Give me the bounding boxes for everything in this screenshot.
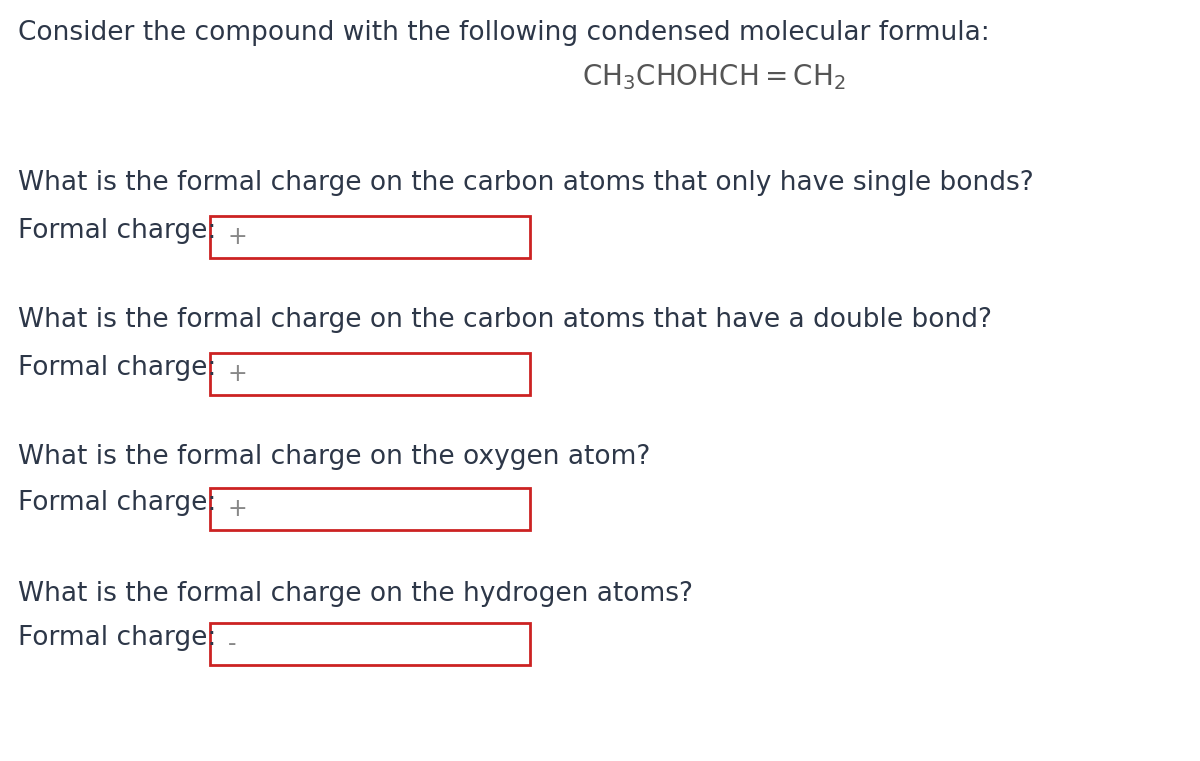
Text: CH$_3$CHOHCH$\mathregular{=}$CH$_2$: CH$_3$CHOHCH$\mathregular{=}$CH$_2$	[582, 62, 846, 92]
Text: +: +	[228, 225, 247, 249]
Text: What is the formal charge on the carbon atoms that have a double bond?: What is the formal charge on the carbon …	[18, 307, 992, 333]
Text: What is the formal charge on the oxygen atom?: What is the formal charge on the oxygen …	[18, 444, 650, 470]
Text: -: -	[228, 632, 236, 656]
Text: What is the formal charge on the carbon atoms that only have single bonds?: What is the formal charge on the carbon …	[18, 170, 1033, 196]
Text: Formal charge:: Formal charge:	[18, 625, 216, 651]
Text: +: +	[228, 362, 247, 386]
Text: Formal charge:: Formal charge:	[18, 490, 216, 516]
Text: Formal charge:: Formal charge:	[18, 355, 216, 381]
Text: +: +	[228, 497, 247, 521]
Text: Consider the compound with the following condensed molecular formula:: Consider the compound with the following…	[18, 20, 990, 46]
Text: Formal charge:: Formal charge:	[18, 218, 216, 244]
Text: What is the formal charge on the hydrogen atoms?: What is the formal charge on the hydroge…	[18, 581, 694, 607]
